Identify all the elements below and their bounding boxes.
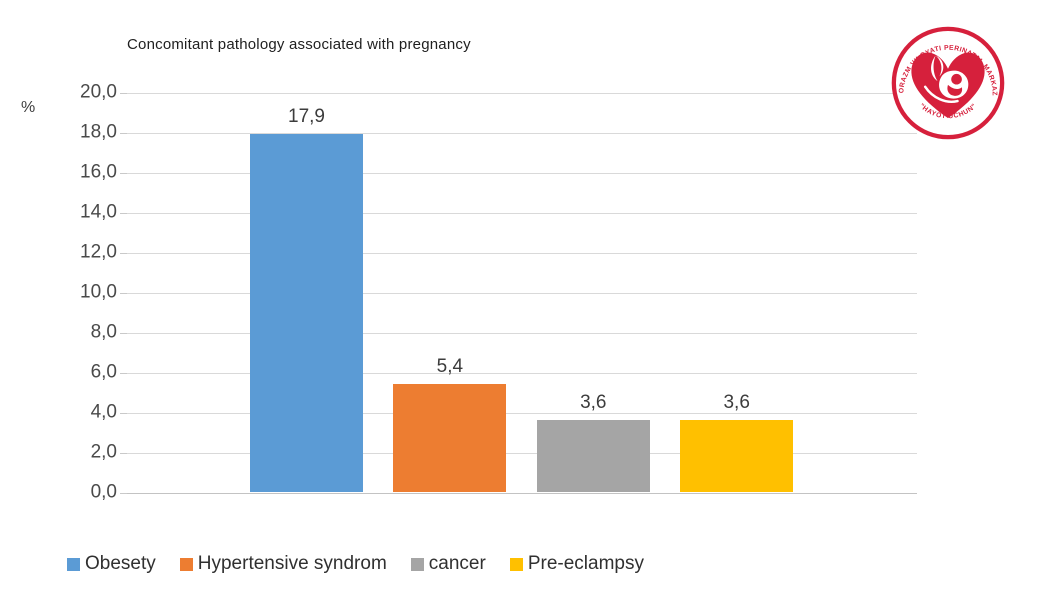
y-tick-mark: [120, 213, 127, 214]
gridline: [127, 293, 917, 294]
gridline: [127, 253, 917, 254]
legend-label: Obesety: [85, 552, 156, 574]
y-tick-label: 8,0: [90, 321, 117, 343]
legend-label: Hypertensive syndrom: [197, 552, 387, 574]
legend-item-pre-eclampsy: Pre-eclampsy: [509, 552, 644, 575]
gridline: [127, 213, 917, 214]
bar-obesety: [250, 134, 363, 492]
y-tick-mark: [120, 453, 127, 454]
gridline: [127, 333, 917, 334]
y-tick-label: 0,0: [90, 481, 117, 503]
gridline: [127, 413, 917, 414]
legend-item-hypertensive-syndrom: Hypertensive syndrom: [179, 552, 387, 575]
y-tick-mark: [120, 133, 127, 134]
legend-swatch-icon: [179, 557, 193, 571]
y-axis-unit-label: %: [21, 99, 36, 116]
chart-legend: Obesety Hypertensive syndrom cancer Pre-ecl…: [67, 550, 644, 577]
legend-swatch-icon: [509, 557, 523, 571]
y-tick-label: 18,0: [80, 121, 117, 143]
y-tick-mark: [120, 493, 127, 494]
legend-swatch-icon: [410, 557, 424, 571]
gridline: [127, 93, 917, 94]
mother-and-baby-heart-icon: [911, 52, 985, 119]
bar-value-label-obesety: 17,9: [288, 106, 325, 127]
y-tick-label: 4,0: [90, 401, 117, 423]
y-tick-label: 14,0: [80, 201, 117, 223]
y-tick-mark: [120, 333, 127, 334]
gridline: [127, 453, 917, 454]
y-tick-mark: [120, 293, 127, 294]
y-tick-label: 20,0: [80, 81, 117, 103]
y-tick-mark: [120, 373, 127, 374]
legend-swatch-icon: [67, 557, 80, 571]
legend-label: Pre-eclampsy: [527, 552, 644, 574]
y-tick-label: 16,0: [80, 161, 117, 183]
legend-item-obesety: Obesety: [67, 553, 156, 575]
y-tick-mark: [120, 253, 127, 254]
plot-area: 20,0 18,0 16,0 14,0 12,0 10,0 8,0 6,0 4,0 2,0 0,0 1…: [80, 82, 917, 503]
bar-pre-eclampsy: [680, 420, 794, 492]
bar-hypertensive-syndrom: [393, 384, 507, 492]
y-tick-mark: [120, 93, 127, 94]
x-axis-line: [127, 493, 917, 494]
gridline: [127, 373, 917, 374]
y-tick-label: 2,0: [90, 441, 117, 463]
gridline: [127, 173, 917, 174]
gridline: [127, 133, 917, 134]
legend-item-cancer: cancer: [410, 552, 486, 575]
y-tick-label: 10,0: [80, 281, 117, 303]
y-tick-mark: [120, 413, 127, 414]
perinatal-center-logo: XORAZM VILOYATI PERINATAL MARKAZI "HAYOT…: [891, 26, 1005, 140]
chart-title: Concomitant pathology associated with pr…: [127, 36, 471, 53]
y-tick-label: 12,0: [80, 241, 117, 263]
bar-value-label-pre-eclampsy: 3,6: [723, 392, 750, 413]
y-tick-mark: [120, 173, 127, 174]
legend-label: cancer: [428, 552, 486, 574]
bar-value-label-hypertensive-syndrom: 5,4: [436, 356, 464, 377]
y-tick-label: 6,0: [90, 361, 117, 383]
bar-value-label-cancer: 3,6: [580, 392, 607, 413]
bar-cancer: [536, 420, 650, 492]
